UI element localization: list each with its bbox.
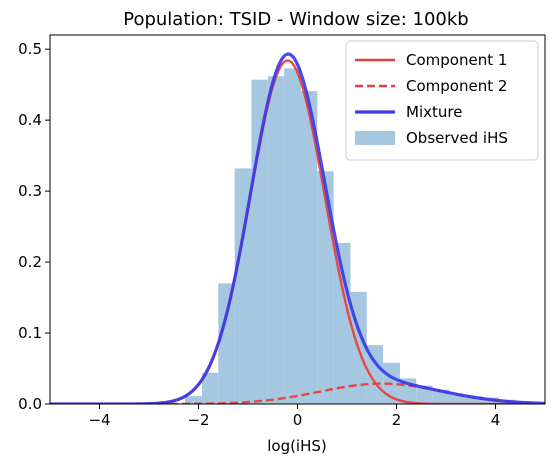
x-axis-label: log(iHS): [267, 437, 327, 455]
x-tick-label: 2: [392, 411, 402, 429]
y-tick-label: 0.3: [18, 182, 42, 200]
histogram-bar-17: [449, 394, 466, 404]
legend-label: Component 2: [406, 77, 507, 95]
histogram-bar-15: [416, 385, 433, 404]
histogram-bar-7: [284, 68, 301, 404]
histogram-bar-5: [251, 79, 268, 404]
histogram-bar-1: [185, 396, 202, 404]
legend: Component 1 Component 2 Mixture Observed iH…: [345, 40, 539, 161]
y-tick-label: 0.0: [18, 395, 42, 413]
x-tick-label: −2: [187, 411, 209, 429]
histogram-bar-18: [465, 396, 483, 404]
y-tick-label: 0.4: [18, 111, 42, 129]
legend-label: Component 1: [406, 51, 507, 69]
x-tick-label: −4: [88, 411, 110, 429]
y-axis-ticks: 0.0 0.1 0.2 0.3 0.4 0.5: [18, 40, 50, 413]
x-tick-label: 0: [293, 411, 303, 429]
legend-label: Mixture: [406, 103, 462, 121]
histogram-bar-6: [267, 76, 285, 404]
legend-label: Observed iHS: [406, 129, 508, 147]
x-axis-ticks: −4 −2 0 2 4: [88, 404, 500, 429]
x-tick-label: 4: [491, 411, 501, 429]
chart-title: Population: TSID - Window size: 100kb: [123, 9, 468, 30]
histogram-bars: [185, 68, 532, 404]
histogram-bar-8: [300, 91, 318, 404]
y-tick-label: 0.1: [18, 324, 42, 342]
y-tick-label: 0.5: [18, 40, 42, 58]
legend-frame: [345, 40, 539, 161]
legend-swatch-observed-ihs: [355, 131, 395, 145]
histogram-bar-9: [317, 171, 334, 404]
y-tick-label: 0.2: [18, 253, 42, 271]
histogram-bar-2: [201, 372, 219, 404]
histogram-bar-4: [234, 168, 252, 404]
histogram-bar-3: [218, 283, 235, 404]
histogram-bar-12: [366, 345, 384, 404]
